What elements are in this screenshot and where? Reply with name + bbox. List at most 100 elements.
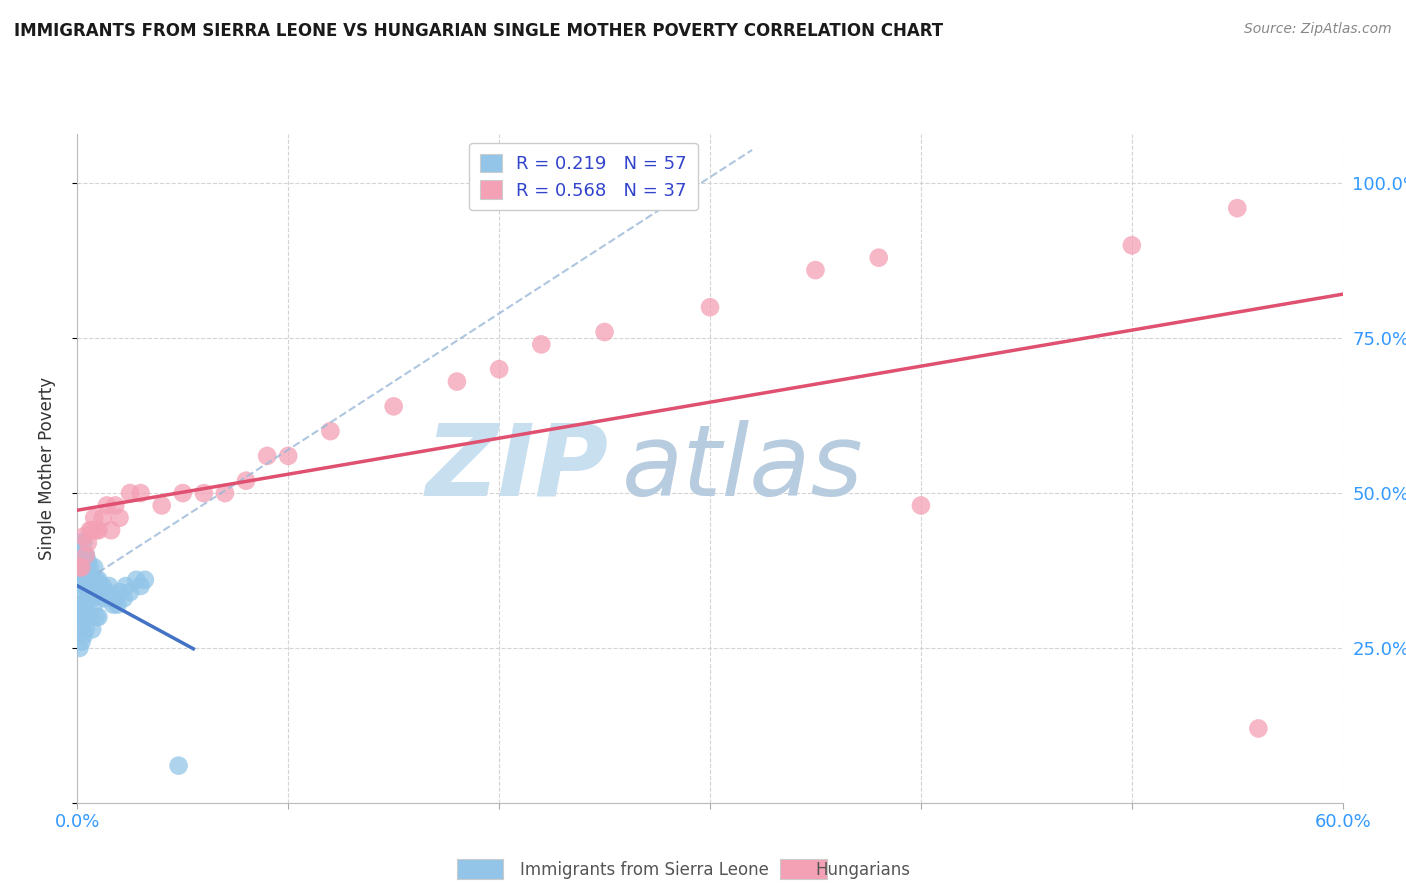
- Point: [67, 610, 90, 624]
- Point: [73, 529, 96, 543]
- Point: [70, 610, 93, 624]
- Point: [96, 585, 118, 599]
- Point: [172, 486, 194, 500]
- Point: [96, 499, 118, 513]
- Point: [82, 573, 104, 587]
- Point: [100, 523, 122, 537]
- Point: [134, 573, 156, 587]
- Point: [86, 610, 108, 624]
- Point: [73, 548, 96, 562]
- Point: [70, 623, 93, 637]
- Point: [100, 591, 122, 606]
- Point: [67, 598, 90, 612]
- Point: [79, 560, 101, 574]
- Point: [115, 579, 138, 593]
- Point: [70, 535, 93, 549]
- Point: [91, 511, 114, 525]
- Point: [70, 560, 93, 574]
- Point: [76, 591, 98, 606]
- Point: [76, 554, 98, 568]
- Point: [112, 591, 135, 606]
- Point: [699, 300, 721, 314]
- Point: [593, 325, 616, 339]
- Point: [75, 548, 97, 562]
- Point: [108, 585, 131, 599]
- Point: [67, 560, 90, 574]
- Point: [167, 758, 190, 772]
- Point: [79, 610, 101, 624]
- Point: [120, 585, 141, 599]
- Point: [104, 591, 127, 606]
- Point: [73, 610, 96, 624]
- Point: [91, 579, 114, 593]
- Point: [76, 610, 98, 624]
- Point: [214, 486, 236, 500]
- Point: [70, 585, 93, 599]
- Point: [70, 634, 93, 648]
- Point: [73, 629, 96, 643]
- Point: [910, 499, 932, 513]
- Point: [75, 623, 97, 637]
- Point: [67, 640, 90, 655]
- Point: [108, 511, 131, 525]
- Text: Immigrants from Sierra Leone: Immigrants from Sierra Leone: [520, 861, 769, 879]
- Legend: R = 0.219   N = 57, R = 0.568   N = 37: R = 0.219 N = 57, R = 0.568 N = 37: [470, 143, 697, 211]
- Point: [104, 499, 127, 513]
- Point: [382, 400, 405, 414]
- Point: [277, 449, 299, 463]
- Point: [73, 598, 96, 612]
- Point: [98, 579, 120, 593]
- Point: [87, 523, 110, 537]
- Point: [120, 486, 141, 500]
- Point: [150, 499, 173, 513]
- Point: [82, 623, 104, 637]
- Point: [235, 474, 257, 488]
- Point: [86, 573, 108, 587]
- Point: [93, 591, 115, 606]
- Point: [87, 573, 110, 587]
- Point: [67, 560, 90, 574]
- Point: [107, 598, 129, 612]
- Point: [79, 579, 101, 593]
- Point: [75, 598, 97, 612]
- Text: Source: ZipAtlas.com: Source: ZipAtlas.com: [1244, 22, 1392, 37]
- Y-axis label: Single Mother Poverty: Single Mother Poverty: [38, 376, 56, 560]
- Point: [319, 424, 342, 438]
- Point: [1247, 722, 1270, 736]
- Point: [1121, 238, 1143, 252]
- Point: [90, 585, 111, 599]
- Point: [488, 362, 510, 376]
- Point: [446, 375, 468, 389]
- Point: [75, 548, 97, 562]
- Point: [87, 610, 110, 624]
- Text: IMMIGRANTS FROM SIERRA LEONE VS HUNGARIAN SINGLE MOTHER POVERTY CORRELATION CHAR: IMMIGRANTS FROM SIERRA LEONE VS HUNGARIA…: [14, 22, 943, 40]
- Point: [193, 486, 215, 500]
- Text: atlas: atlas: [621, 420, 863, 516]
- Point: [125, 573, 148, 587]
- Point: [75, 579, 97, 593]
- Point: [76, 573, 98, 587]
- Point: [804, 263, 827, 277]
- Point: [73, 535, 96, 549]
- Point: [82, 523, 104, 537]
- Point: [256, 449, 278, 463]
- Point: [83, 511, 105, 525]
- Point: [70, 573, 93, 587]
- Point: [75, 560, 97, 574]
- Point: [70, 598, 93, 612]
- Text: ZIP: ZIP: [426, 420, 609, 516]
- Point: [103, 598, 124, 612]
- Point: [76, 535, 98, 549]
- Point: [530, 337, 553, 351]
- Point: [73, 579, 96, 593]
- Point: [129, 579, 152, 593]
- Point: [83, 598, 105, 612]
- Point: [868, 251, 890, 265]
- Point: [73, 566, 96, 581]
- Point: [86, 523, 108, 537]
- Point: [129, 486, 152, 500]
- Point: [82, 591, 104, 606]
- Point: [83, 560, 105, 574]
- Point: [70, 554, 93, 568]
- Text: Hungarians: Hungarians: [815, 861, 911, 879]
